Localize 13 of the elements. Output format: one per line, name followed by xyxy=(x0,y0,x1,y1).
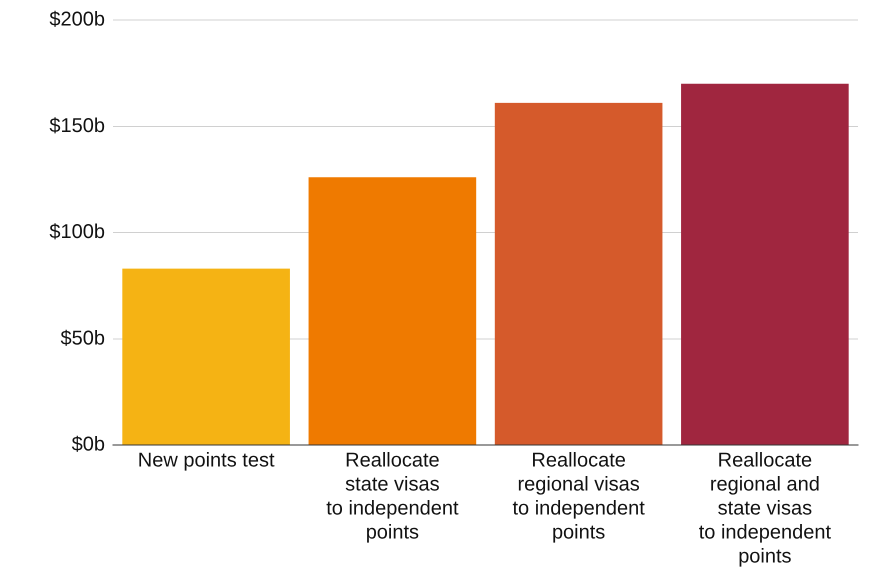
bar xyxy=(681,84,849,444)
bar xyxy=(308,177,476,444)
y-tick-label: $150b xyxy=(49,114,105,137)
y-tick-label: $0b xyxy=(72,434,105,456)
x-tick-label: New points test xyxy=(138,450,275,472)
y-tick-label: $100b xyxy=(49,221,105,244)
y-tick-label: $50b xyxy=(60,327,105,350)
x-tick-label: Reallocate state visas to independent points xyxy=(326,450,459,544)
y-tick-label: $200b xyxy=(49,8,105,31)
bar xyxy=(122,268,290,444)
x-tick-label: Reallocate regional and state visas to independent points xyxy=(698,450,832,568)
bar xyxy=(494,102,662,444)
x-tick-label: Reallocate regional visas to independent points xyxy=(512,450,646,544)
